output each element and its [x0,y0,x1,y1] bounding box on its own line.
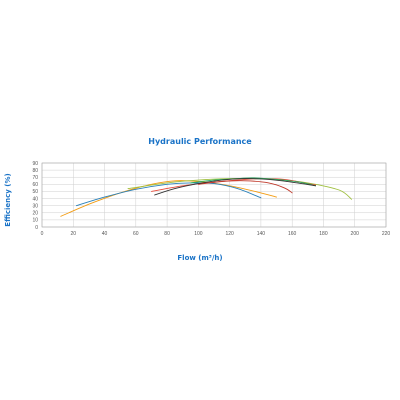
x-tick-label: 160 [288,231,297,237]
y-tick-label: 30 [32,203,38,209]
y-tick-label: 0 [35,225,38,231]
chart-title: Hydraulic Performance [148,137,252,146]
x-tick-label: 100 [194,231,203,237]
x-tick-label: 20 [70,231,76,237]
efficiency-curve [190,177,317,187]
plot-border [41,162,387,228]
x-tick-label: 40 [102,231,108,237]
efficiency-curve [60,180,277,217]
x-tick-label: 80 [164,231,170,237]
x-tick-label: 180 [319,231,328,237]
x-tick-label: 60 [133,231,139,237]
y-tick-label: 70 [32,175,38,181]
x-axis-title: Flow (m³/h) [177,254,223,262]
x-tick-label: 220 [382,231,391,237]
x-tick-label: 0 [41,231,44,237]
y-tick-label: 80 [32,168,38,174]
y-tick-label: 40 [32,196,38,202]
y-tick-label: 20 [32,211,38,217]
y-tick-label: 10 [32,218,38,224]
x-tick-label: 200 [351,231,360,237]
y-tick-label: 60 [32,182,38,188]
efficiency-curve [154,178,317,196]
efficiency-curve [75,182,262,207]
x-tick-label: 140 [257,231,266,237]
y-tick-label: 50 [32,189,38,195]
y-tick-label: 90 [32,161,38,167]
efficiency-curve [197,180,293,194]
x-tick-label: 120 [225,231,234,237]
